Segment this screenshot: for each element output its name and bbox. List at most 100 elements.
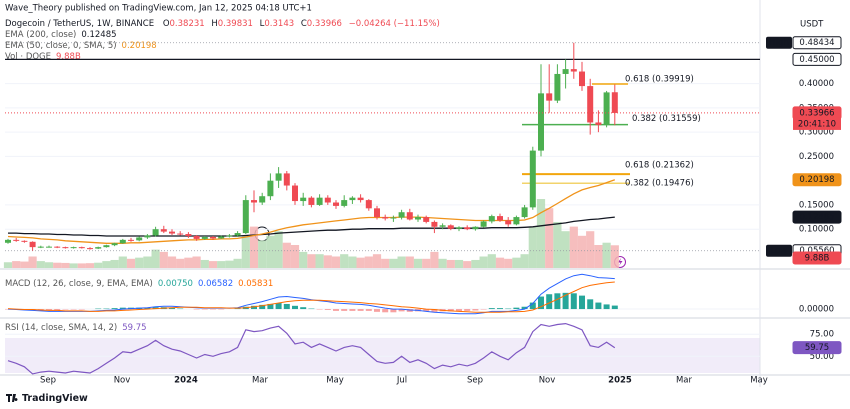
macd-histogram <box>382 309 389 313</box>
event-bolt[interactable] <box>618 258 623 266</box>
macd-histogram <box>570 293 577 310</box>
candle-body <box>579 71 585 87</box>
macd-title: MACD (12, 26, close, 9, EMA, EMA) <box>5 279 153 289</box>
volume-bar <box>208 261 218 268</box>
candle-body <box>603 92 610 125</box>
candle-body <box>242 200 249 234</box>
volume-bar <box>192 256 201 268</box>
candle-body <box>382 217 389 219</box>
candle-body <box>333 202 339 206</box>
price-tag: 0.05560 <box>799 246 834 256</box>
candle-body <box>234 233 241 236</box>
macd-histogram <box>398 309 405 312</box>
ohlc-label: L <box>260 19 265 29</box>
ohlc-value: 0.3143 <box>264 19 294 29</box>
y-tick-label: 0.30000 <box>799 128 834 138</box>
volume-bar <box>69 263 78 268</box>
volume-bar <box>217 261 226 268</box>
level-name: Low <box>771 246 788 256</box>
price-tag: 0.45000 <box>799 55 834 65</box>
macd-histogram <box>521 306 528 310</box>
macd-histogram <box>292 305 298 310</box>
ohlc-label: O <box>163 19 170 29</box>
candle-body <box>497 216 503 221</box>
candle-body <box>398 212 405 218</box>
macd-histogram <box>538 296 544 310</box>
candle-body <box>439 225 446 227</box>
x-tick-label: Mar <box>252 376 269 386</box>
candle-body <box>226 235 233 237</box>
macd-histogram <box>46 309 52 310</box>
candle-body <box>341 200 348 206</box>
y-tick-label: 75.00 <box>810 330 834 340</box>
y-tick-label: 0.10000 <box>799 225 834 235</box>
candle-body <box>95 247 102 249</box>
candle-body <box>62 247 69 249</box>
volume-bar <box>356 257 365 268</box>
ema-line <box>8 216 615 237</box>
volume-bar <box>381 258 390 268</box>
price-tag-box <box>792 251 842 265</box>
macd-histogram <box>390 309 397 313</box>
candle-body <box>456 227 462 229</box>
candle-body <box>128 239 134 241</box>
volume-bar <box>61 262 70 268</box>
macd-legend: MACD (12, 26, close, 9, EMA, EMA) 0.00750… <box>5 279 273 289</box>
indicator-legend: EMA (200, close) 0.12485 <box>5 30 117 40</box>
volume-bar <box>110 259 119 268</box>
indicator-legend: EMA (50, close, 0, SMA, 5) 0.20198 <box>5 41 157 51</box>
price-tag-box <box>792 341 842 355</box>
volume-bar <box>85 263 95 268</box>
volume-bar <box>331 256 341 268</box>
candle-body <box>529 150 536 208</box>
candle-body <box>324 197 331 203</box>
volume-bar <box>463 261 472 268</box>
candle-body <box>595 122 602 125</box>
candle-body <box>292 185 298 202</box>
macd-histogram <box>464 309 471 311</box>
macd-histogram <box>259 304 266 310</box>
macd-histogram <box>423 309 430 312</box>
volume-bar <box>446 259 455 268</box>
volume-bar <box>430 251 439 268</box>
volume-bar <box>422 258 431 268</box>
macd-histogram <box>562 292 569 310</box>
volume-bar <box>12 261 21 268</box>
candle-body <box>316 197 323 205</box>
volume-bar <box>528 226 537 268</box>
level-name-box <box>766 36 792 49</box>
fib-label: 0.382 (0.31559) <box>632 114 701 124</box>
indicator-name: EMA (200, close) <box>5 30 76 40</box>
volume-bar <box>389 258 398 268</box>
level-name-box <box>766 244 792 257</box>
candle-body <box>611 92 618 113</box>
volume-bar <box>233 258 242 268</box>
macd-histogram <box>513 307 520 310</box>
volume-bar <box>274 231 283 268</box>
countdown: 20:41:10 <box>798 119 836 129</box>
candle-body <box>185 234 192 236</box>
volume-bar <box>512 257 521 268</box>
candle-body <box>472 226 479 230</box>
price-tag-box <box>792 210 842 224</box>
volume-bar <box>77 263 86 268</box>
volume-bar <box>536 199 546 268</box>
candle-body <box>587 86 594 123</box>
macd-histogram <box>357 309 364 311</box>
macd-histogram <box>579 295 585 310</box>
candle-body <box>29 241 36 248</box>
macd-histogram <box>497 308 503 310</box>
macd-histogram <box>603 304 610 310</box>
indicator-value: 9.88B <box>56 52 81 62</box>
x-tick-label: May <box>326 376 344 386</box>
candle-body <box>13 239 20 241</box>
ohlc-label: C <box>301 19 307 29</box>
candle-body <box>423 217 430 222</box>
macd-histogram <box>611 305 618 310</box>
macd-histogram <box>374 309 380 312</box>
countdown-box <box>793 117 841 130</box>
macd-histogram <box>554 293 561 310</box>
candle-body <box>300 197 307 202</box>
volume-bar <box>3 262 13 268</box>
volume-bar <box>553 222 562 268</box>
